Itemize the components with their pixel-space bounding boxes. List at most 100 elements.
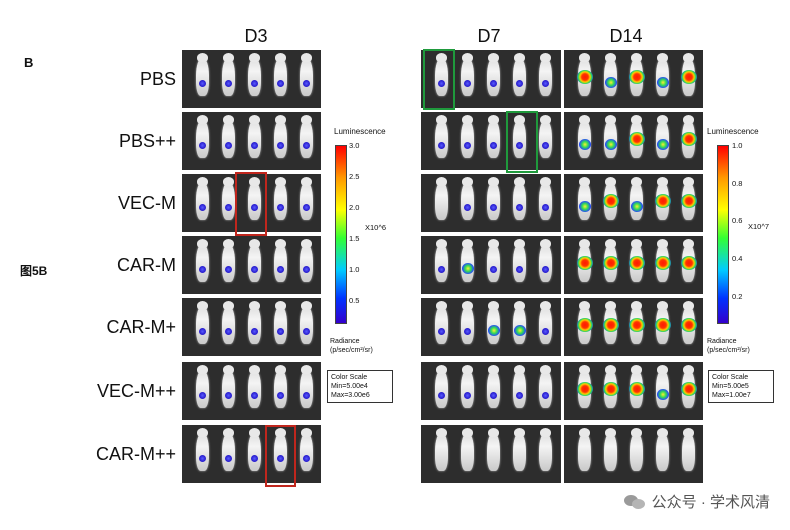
luminescence-signal [438, 328, 445, 335]
luminescence-signal [464, 392, 471, 399]
luminescence-signal [199, 328, 206, 335]
luminescence-signal [225, 455, 232, 462]
mouse-image [196, 428, 209, 471]
mouse-image [656, 428, 669, 471]
luminescence-signal [657, 77, 669, 88]
luminescence-signal [657, 389, 669, 400]
luminescence-signal [199, 266, 206, 273]
scale-right-tick-label: 1.0 [732, 141, 743, 150]
imaging-panel-d14 [564, 50, 703, 108]
luminescence-signal [225, 266, 232, 273]
mouse-image [222, 428, 235, 471]
mouse-image [513, 53, 526, 96]
mouse-image [630, 428, 643, 471]
scale-left-box: Color Scale Min=5.00e4 Max=3.00e6 [327, 370, 393, 403]
luminescence-signal [277, 80, 284, 87]
mouse-image [222, 115, 235, 158]
luminescence-signal [225, 392, 232, 399]
imaging-panel-d7 [421, 425, 561, 483]
luminescence-signal [629, 382, 645, 396]
luminescence-signal [681, 256, 697, 270]
mouse-image [487, 177, 500, 220]
luminescence-signal [464, 204, 471, 211]
luminescence-signal [303, 142, 310, 149]
imaging-panel-d14 [564, 298, 703, 356]
luminescence-signal [462, 263, 474, 274]
mouse-image [435, 428, 448, 471]
scale-right-box-line2: Min=5.00e5 [712, 383, 749, 390]
scale-right-title: Luminescence [707, 127, 759, 136]
mouse-image [682, 428, 695, 471]
watermark: 公众号 · 学术风清 [623, 491, 770, 512]
luminescence-signal [516, 392, 523, 399]
luminescence-signal [681, 318, 697, 332]
mouse-image [513, 428, 526, 471]
luminescence-signal [577, 382, 593, 396]
mouse-image [274, 365, 287, 408]
scale-left-tick-label: 2.5 [349, 172, 360, 182]
imaging-panel-d3 [182, 50, 321, 108]
luminescence-signal [655, 318, 671, 332]
mouse-image [539, 301, 552, 344]
mouse-image [274, 239, 287, 282]
scale-right-tick-label: 0.8 [732, 178, 743, 188]
luminescence-signal [516, 80, 523, 87]
scale-left-footnote: Radiance (p/sec/cm²/sr) [330, 337, 373, 355]
imaging-panel-d7 [421, 362, 561, 420]
luminescence-signal [542, 266, 549, 273]
mouse-image [222, 365, 235, 408]
mouse-image [274, 301, 287, 344]
mouse-image [248, 301, 261, 344]
luminescence-signal [199, 80, 206, 87]
highlight-box-green-pbs [423, 49, 455, 110]
mouse-image [248, 428, 261, 471]
luminescence-signal [225, 142, 232, 149]
mouse-image [578, 428, 591, 471]
luminescence-signal [277, 204, 284, 211]
mouse-image [539, 365, 552, 408]
mouse-image [513, 177, 526, 220]
luminescence-signal [603, 318, 619, 332]
scale-left-tick-label: 1.0 [349, 265, 360, 275]
mouse-image [461, 301, 474, 344]
luminescence-signal [251, 266, 258, 273]
luminescence-signal [199, 455, 206, 462]
luminescence-signal [629, 256, 645, 270]
scale-left-unit: X10^6 [365, 223, 387, 232]
mouse-image [248, 177, 261, 220]
luminescence-signal [605, 139, 617, 150]
luminescence-signal [251, 142, 258, 149]
luminescence-signal [629, 70, 645, 84]
imaging-panel-d14 [564, 112, 703, 170]
luminescence-signal [251, 455, 258, 462]
scale-right-foot-line1: Radiance [707, 338, 737, 345]
scale-left-colorbar [335, 145, 347, 324]
mouse-image [196, 239, 209, 282]
luminescence-signal [277, 455, 284, 462]
highlight-box-red-vec-m [235, 172, 267, 236]
luminescence-signal [225, 204, 232, 211]
luminescence-signal [542, 328, 549, 335]
luminescence-signal [579, 201, 591, 212]
wechat-icon [623, 494, 646, 510]
mouse-image [222, 53, 235, 96]
scale-right-box: Color Scale Min=5.00e5 Max=1.00e7 [708, 370, 774, 403]
imaging-panel-d14 [564, 425, 703, 483]
mouse-image [248, 239, 261, 282]
mouse-image [513, 239, 526, 282]
luminescence-signal [303, 392, 310, 399]
luminescence-signal [490, 266, 497, 273]
luminescence-signal [577, 318, 593, 332]
mouse-image [539, 115, 552, 158]
imaging-panel-d3 [182, 236, 321, 294]
luminescence-signal [303, 204, 310, 211]
luminescence-signal [490, 80, 497, 87]
luminescence-signal [251, 392, 258, 399]
imaging-panel-d14 [564, 362, 703, 420]
mouse-image [274, 115, 287, 158]
mouse-image [539, 428, 552, 471]
mouse-image [300, 301, 313, 344]
luminescence-signal [681, 194, 697, 208]
imaging-panel-d14 [564, 236, 703, 294]
luminescence-signal [655, 194, 671, 208]
